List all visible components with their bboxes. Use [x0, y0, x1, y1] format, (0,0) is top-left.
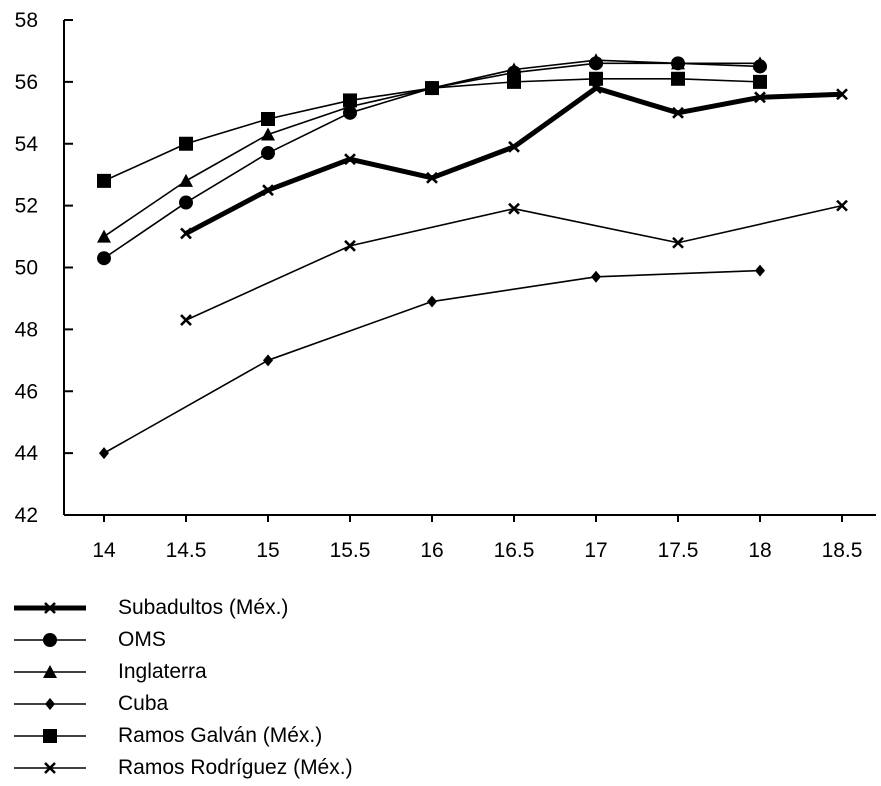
- data-point: [44, 602, 56, 614]
- y-tick-label: 48: [15, 318, 38, 341]
- y-tick-label: 42: [15, 504, 38, 527]
- y-tick-label: 54: [15, 133, 39, 156]
- legend-swatch: [14, 665, 86, 678]
- data-point: [427, 295, 437, 308]
- legend-item: Ramos Rodríguez (Méx.): [0, 752, 881, 784]
- data-point: [591, 270, 601, 283]
- legend-swatch: [14, 762, 86, 774]
- series-line: [185, 204, 843, 321]
- series-3: [99, 264, 765, 460]
- legend-label: Ramos Galván (Méx.): [118, 724, 323, 747]
- legend-item: Inglaterra: [0, 656, 881, 688]
- x-tick-label: 17: [584, 539, 607, 562]
- chart-axes: 42 44 46 48 50 52 54 56 58 14 14.5 15 15.5 16 16.5 17 17…: [15, 9, 876, 562]
- legend-item: Subadultos (Méx.): [0, 592, 881, 624]
- data-point: [43, 665, 57, 678]
- legend-label: Cuba: [118, 692, 169, 715]
- data-point: [179, 136, 193, 151]
- legend-label: Subadultos (Méx.): [118, 596, 289, 619]
- data-point: [508, 202, 520, 215]
- legend-label: Inglaterra: [118, 660, 207, 683]
- legend-swatch: [14, 633, 86, 647]
- data-point: [425, 81, 439, 96]
- data-point: [99, 447, 109, 460]
- y-tick-label: 50: [15, 257, 38, 280]
- data-point: [97, 251, 111, 266]
- legend-label: Ramos Rodríguez (Méx.): [118, 756, 353, 779]
- data-point: [179, 173, 193, 187]
- series-5: [180, 199, 848, 327]
- legend-item: OMS: [0, 624, 881, 656]
- x-tick-label: 17.5: [658, 539, 699, 562]
- data-point: [180, 227, 192, 240]
- data-point: [589, 53, 603, 67]
- y-tick-label: 56: [15, 71, 38, 94]
- data-point: [671, 71, 685, 86]
- y-tick-label: 52: [15, 195, 38, 218]
- x-tick-label: 18.5: [822, 539, 863, 562]
- data-point: [836, 199, 848, 212]
- data-point: [672, 106, 684, 119]
- data-point: [179, 195, 193, 210]
- legend-item: Ramos Galván (Méx.): [0, 720, 881, 752]
- data-point: [261, 146, 275, 161]
- chart-series: [97, 53, 848, 460]
- x-tick-label: 15.5: [330, 539, 371, 562]
- data-point: [262, 184, 274, 197]
- x-tick-label: 15: [256, 539, 279, 562]
- data-point: [344, 239, 356, 252]
- data-point: [97, 229, 111, 243]
- data-point: [507, 74, 521, 89]
- data-point: [43, 633, 57, 647]
- x-tick-label: 16: [420, 539, 443, 562]
- data-point: [261, 127, 275, 141]
- data-point: [97, 173, 111, 188]
- y-tick-label: 46: [15, 380, 38, 403]
- legend-label: OMS: [118, 628, 166, 651]
- data-point: [507, 62, 521, 76]
- series-0: [180, 82, 848, 240]
- line-chart: 42 44 46 48 50 52 54 56 58 14 14.5 15 15.5 16 16.5 17 17…: [15, 9, 876, 562]
- data-point: [263, 354, 273, 367]
- x-tick-label: 18: [748, 539, 771, 562]
- data-point: [44, 762, 56, 774]
- x-tick-label: 14.5: [166, 539, 207, 562]
- data-point: [753, 74, 767, 89]
- legend-item: Cuba: [0, 688, 881, 720]
- data-point: [755, 264, 765, 277]
- data-point: [426, 171, 438, 184]
- data-point: [508, 140, 520, 153]
- data-point: [753, 56, 767, 70]
- data-point: [754, 91, 766, 104]
- series-line: [184, 85, 843, 236]
- x-tick-label: 16.5: [494, 539, 535, 562]
- legend-swatch: [14, 602, 86, 614]
- data-point: [43, 729, 57, 743]
- data-point: [45, 698, 55, 710]
- chart-legend: Subadultos (Méx.) OMS Inglaterra Cuba Ramos …: [0, 592, 881, 784]
- data-point: [180, 314, 192, 327]
- data-point: [589, 71, 603, 86]
- data-point: [261, 112, 275, 126]
- series-4: [97, 71, 767, 188]
- y-tick-label: 44: [15, 442, 39, 465]
- data-point: [836, 88, 848, 101]
- data-point: [344, 153, 356, 166]
- x-tick-label: 14: [92, 539, 116, 562]
- legend-swatch: [14, 729, 86, 743]
- y-tick-label: 58: [15, 9, 38, 32]
- data-point: [343, 93, 357, 108]
- legend-swatch: [14, 698, 86, 710]
- data-point: [671, 56, 685, 70]
- data-point: [672, 236, 684, 249]
